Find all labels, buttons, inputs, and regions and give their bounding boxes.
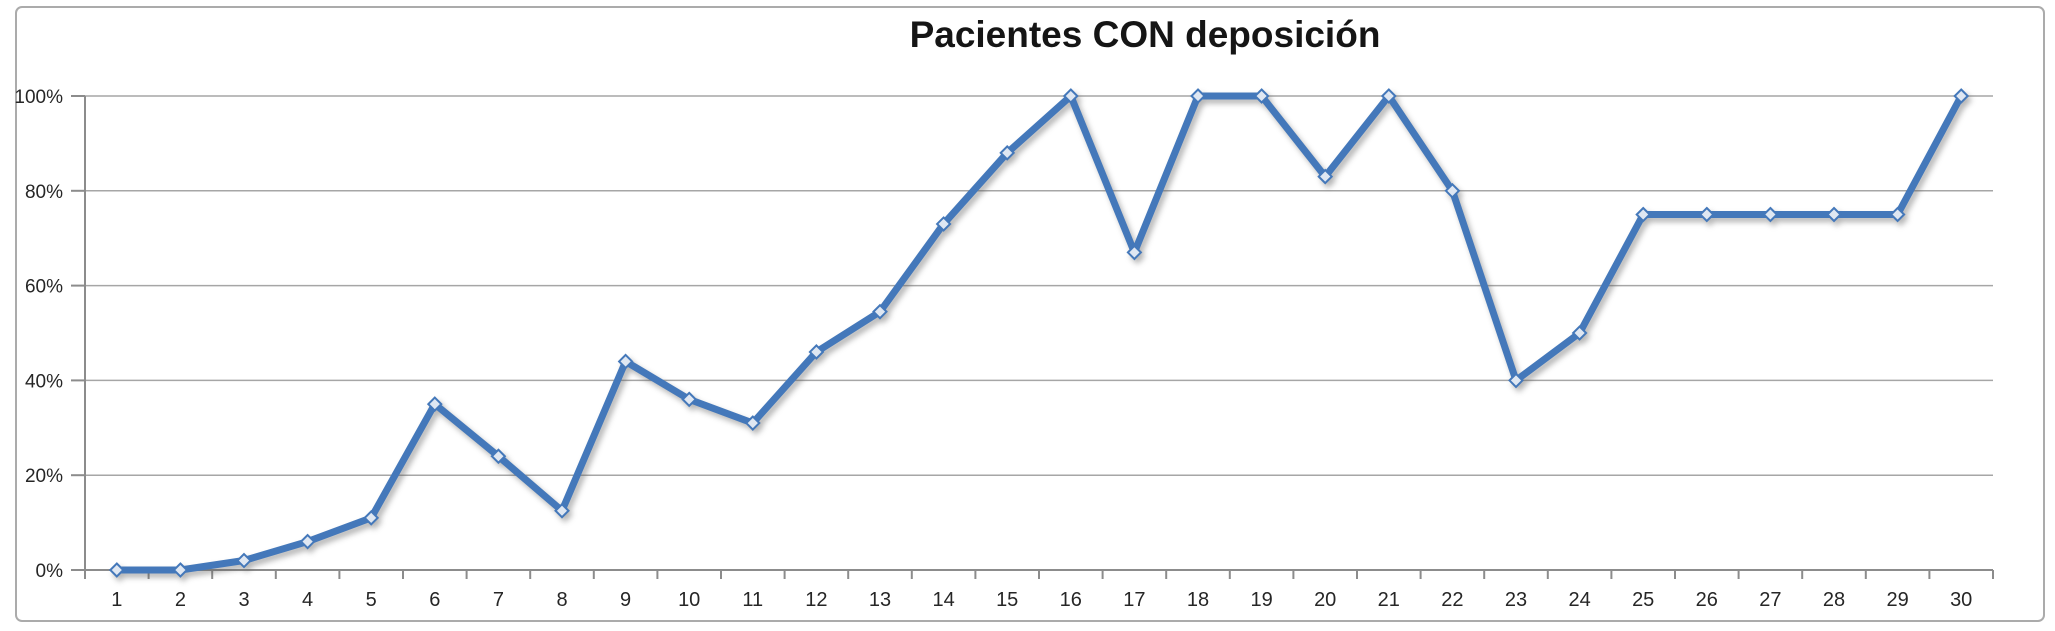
x-tick-label: 3 [238,589,249,611]
x-tick-label: 22 [1441,589,1463,611]
series-line [113,92,1965,574]
x-tick-label: 11 [742,589,763,611]
chart-title: Pacientes CON deposición [909,14,1381,55]
chart-frame [15,6,2045,622]
data-point-marker [554,502,570,519]
y-tick-label: 20% [25,466,63,487]
data-point-marker [1635,206,1652,223]
data-point-marker [1508,372,1524,389]
x-tick-label: 15 [996,589,1018,611]
data-point-marker [1253,88,1270,104]
y-tick-label: 100% [14,87,63,108]
data-point-marker [299,533,316,550]
x-tick-label: 26 [1696,589,1718,611]
data-point-marker [1317,168,1334,185]
y-tick-label: 60% [25,277,63,298]
data-point-marker [1444,182,1461,199]
x-tick-label: 12 [805,589,827,611]
y-tick-label: 40% [25,371,63,392]
data-point-marker [808,344,825,360]
data-point-marker [935,216,952,232]
x-tick-label: 5 [366,589,377,611]
x-tick-label: 9 [620,589,631,611]
data-point-marker [426,396,443,413]
data-point-marker [744,415,761,431]
data-point-marker [1826,206,1842,223]
data-point-marker [1380,88,1397,104]
x-tick-label: 17 [1123,589,1145,611]
data-point-marker [681,391,698,408]
x-tick-label: 2 [175,589,186,611]
data-point-marker [1190,88,1206,104]
x-tick-label: 6 [429,589,440,611]
x-tick-label: 13 [869,589,891,611]
x-tick-label: 1 [111,589,122,611]
data-point-marker [1953,88,1970,104]
data-point-marker [1889,206,1906,223]
x-tick-label: 24 [1568,589,1590,611]
data-point-marker [999,144,1016,161]
data-point-marker [1126,244,1143,261]
data-point-marker [236,552,252,569]
x-tick-label: 29 [1886,589,1908,611]
data-point-marker [872,303,888,320]
data-point-marker [108,562,125,578]
x-tick-label: 27 [1759,589,1781,611]
x-tick-label: 20 [1314,589,1336,611]
data-point-marker [172,562,189,578]
y-tick-label: 0% [36,561,64,582]
data-point-marker [1571,325,1588,341]
data-point-marker [363,509,380,526]
data-point-marker [490,448,507,465]
x-tick-label: 25 [1632,589,1654,611]
x-tick-label: 18 [1187,589,1209,611]
x-tick-label: 23 [1505,589,1527,611]
data-point-marker [617,353,634,370]
x-tick-label: 7 [493,589,504,611]
x-tick-label: 8 [556,589,567,611]
data-point-marker [1698,206,1715,223]
x-tick-label: 10 [678,589,700,611]
series-group [108,88,1970,578]
x-tick-label: 14 [932,589,954,611]
x-tick-label: 16 [1060,589,1082,611]
data-point-marker [1062,88,1079,104]
x-tick-label: 28 [1823,589,1845,611]
x-tick-label: 30 [1950,589,1972,611]
x-tick-label: 21 [1378,589,1400,611]
x-tick-label: 4 [302,589,313,611]
data-point-marker [1762,206,1779,223]
x-tick-label: 19 [1250,589,1272,611]
y-tick-label: 80% [25,182,63,203]
